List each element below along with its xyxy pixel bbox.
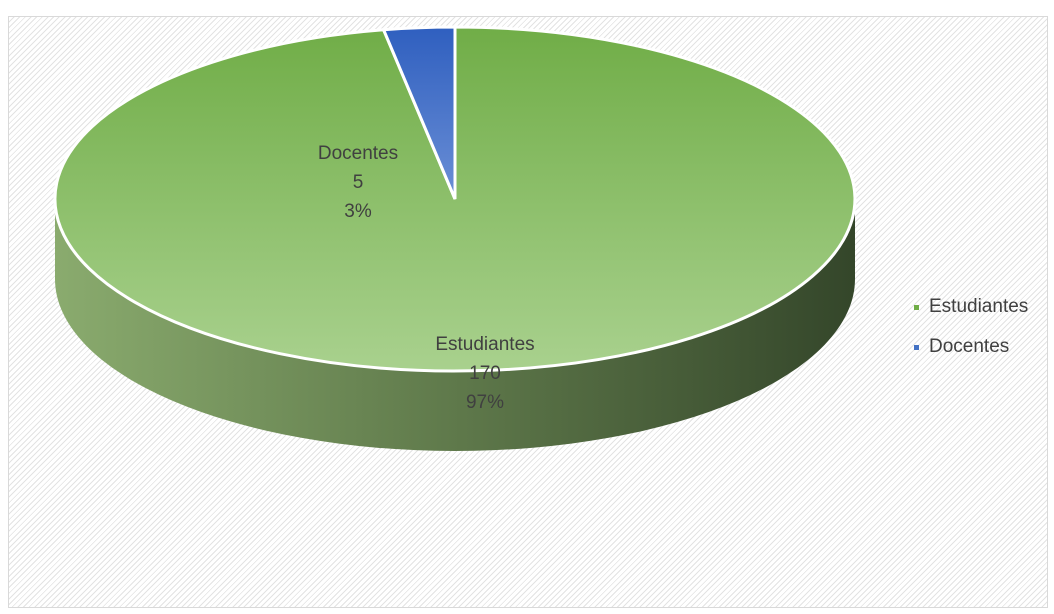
pie-side-wall: [55, 199, 855, 451]
data-label-docentes-value: 5: [353, 172, 364, 193]
legend-label-estudiantes: Estudiantes: [929, 296, 1029, 317]
data-label-estudiantes-category: Estudiantes: [435, 334, 534, 355]
legend-item-docentes: Docentes: [914, 327, 1028, 367]
legend-swatch-docentes: [914, 344, 919, 350]
slice-docentes: [381, 25, 457, 200]
legend-swatch-estudiantes: [914, 304, 919, 310]
legend-item-estudiantes: Estudiantes: [914, 287, 1028, 327]
data-label-docentes-category: Docentes: [318, 143, 398, 164]
pie-chart: Docentes 5 3% Estudiantes 170 97%: [53, 25, 857, 451]
legend-label-docentes: Docentes: [929, 336, 1010, 357]
chart-area: Docentes 5 3% Estudiantes 170 97% Estudi…: [8, 16, 1048, 608]
legend: Estudiantes Docentes: [914, 287, 1028, 367]
data-label-docentes-percent: 3%: [344, 201, 372, 222]
data-label-estudiantes-value: 170: [469, 363, 501, 384]
data-label-estudiantes-percent: 97%: [466, 392, 504, 413]
